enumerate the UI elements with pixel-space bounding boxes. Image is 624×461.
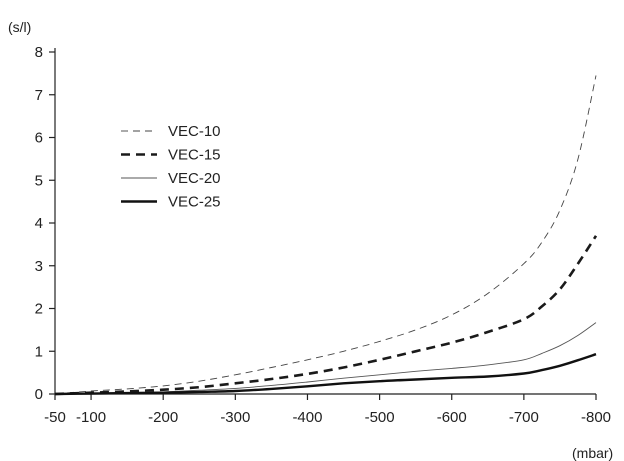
y-tick-label: 3 — [35, 258, 43, 275]
y-tick-label: 7 — [35, 87, 43, 104]
x-tick-label: -800 — [581, 409, 611, 426]
x-tick-label: -50 — [44, 409, 66, 426]
x-tick-label: -600 — [437, 409, 467, 426]
y-axis-label: (s/l) — [8, 19, 31, 35]
x-tick-label: -400 — [292, 409, 322, 426]
y-tick-label: 6 — [35, 130, 43, 147]
y-tick-label: 1 — [35, 343, 43, 360]
y-tick-label: 5 — [35, 172, 43, 189]
y-tick-label: 4 — [35, 215, 43, 232]
ticks: 0 1 2 3 4 5 6 7 8 -50 -100 -200 -300 -400 -500 -600 -700… — [35, 44, 611, 426]
series-lines — [54, 75, 598, 396]
x-tick-label: -300 — [220, 409, 250, 426]
y-tick-label: 8 — [35, 44, 43, 61]
x-axis-label: (mbar) — [572, 445, 613, 461]
x-tick-label: -500 — [365, 409, 395, 426]
axes — [54, 48, 596, 395]
series-line-vec-25 — [54, 353, 597, 396]
legend: VEC-10 VEC-15 VEC-20 VEC-25 — [121, 123, 221, 211]
legend-label-vec-20: VEC-20 — [168, 170, 221, 187]
x-tick-label: -200 — [148, 409, 178, 426]
x-tick-label: -100 — [76, 409, 106, 426]
x-tick-label: -700 — [509, 409, 539, 426]
series-line-vec-10 — [54, 75, 597, 395]
y-tick-label: 2 — [35, 301, 43, 318]
legend-label-vec-25: VEC-25 — [168, 194, 221, 211]
y-tick-label: 0 — [35, 386, 43, 403]
legend-label-vec-10: VEC-10 — [168, 123, 221, 140]
series-line-vec-15 — [54, 235, 598, 396]
legend-label-vec-15: VEC-15 — [168, 147, 221, 164]
series-line-vec-20 — [54, 322, 597, 395]
